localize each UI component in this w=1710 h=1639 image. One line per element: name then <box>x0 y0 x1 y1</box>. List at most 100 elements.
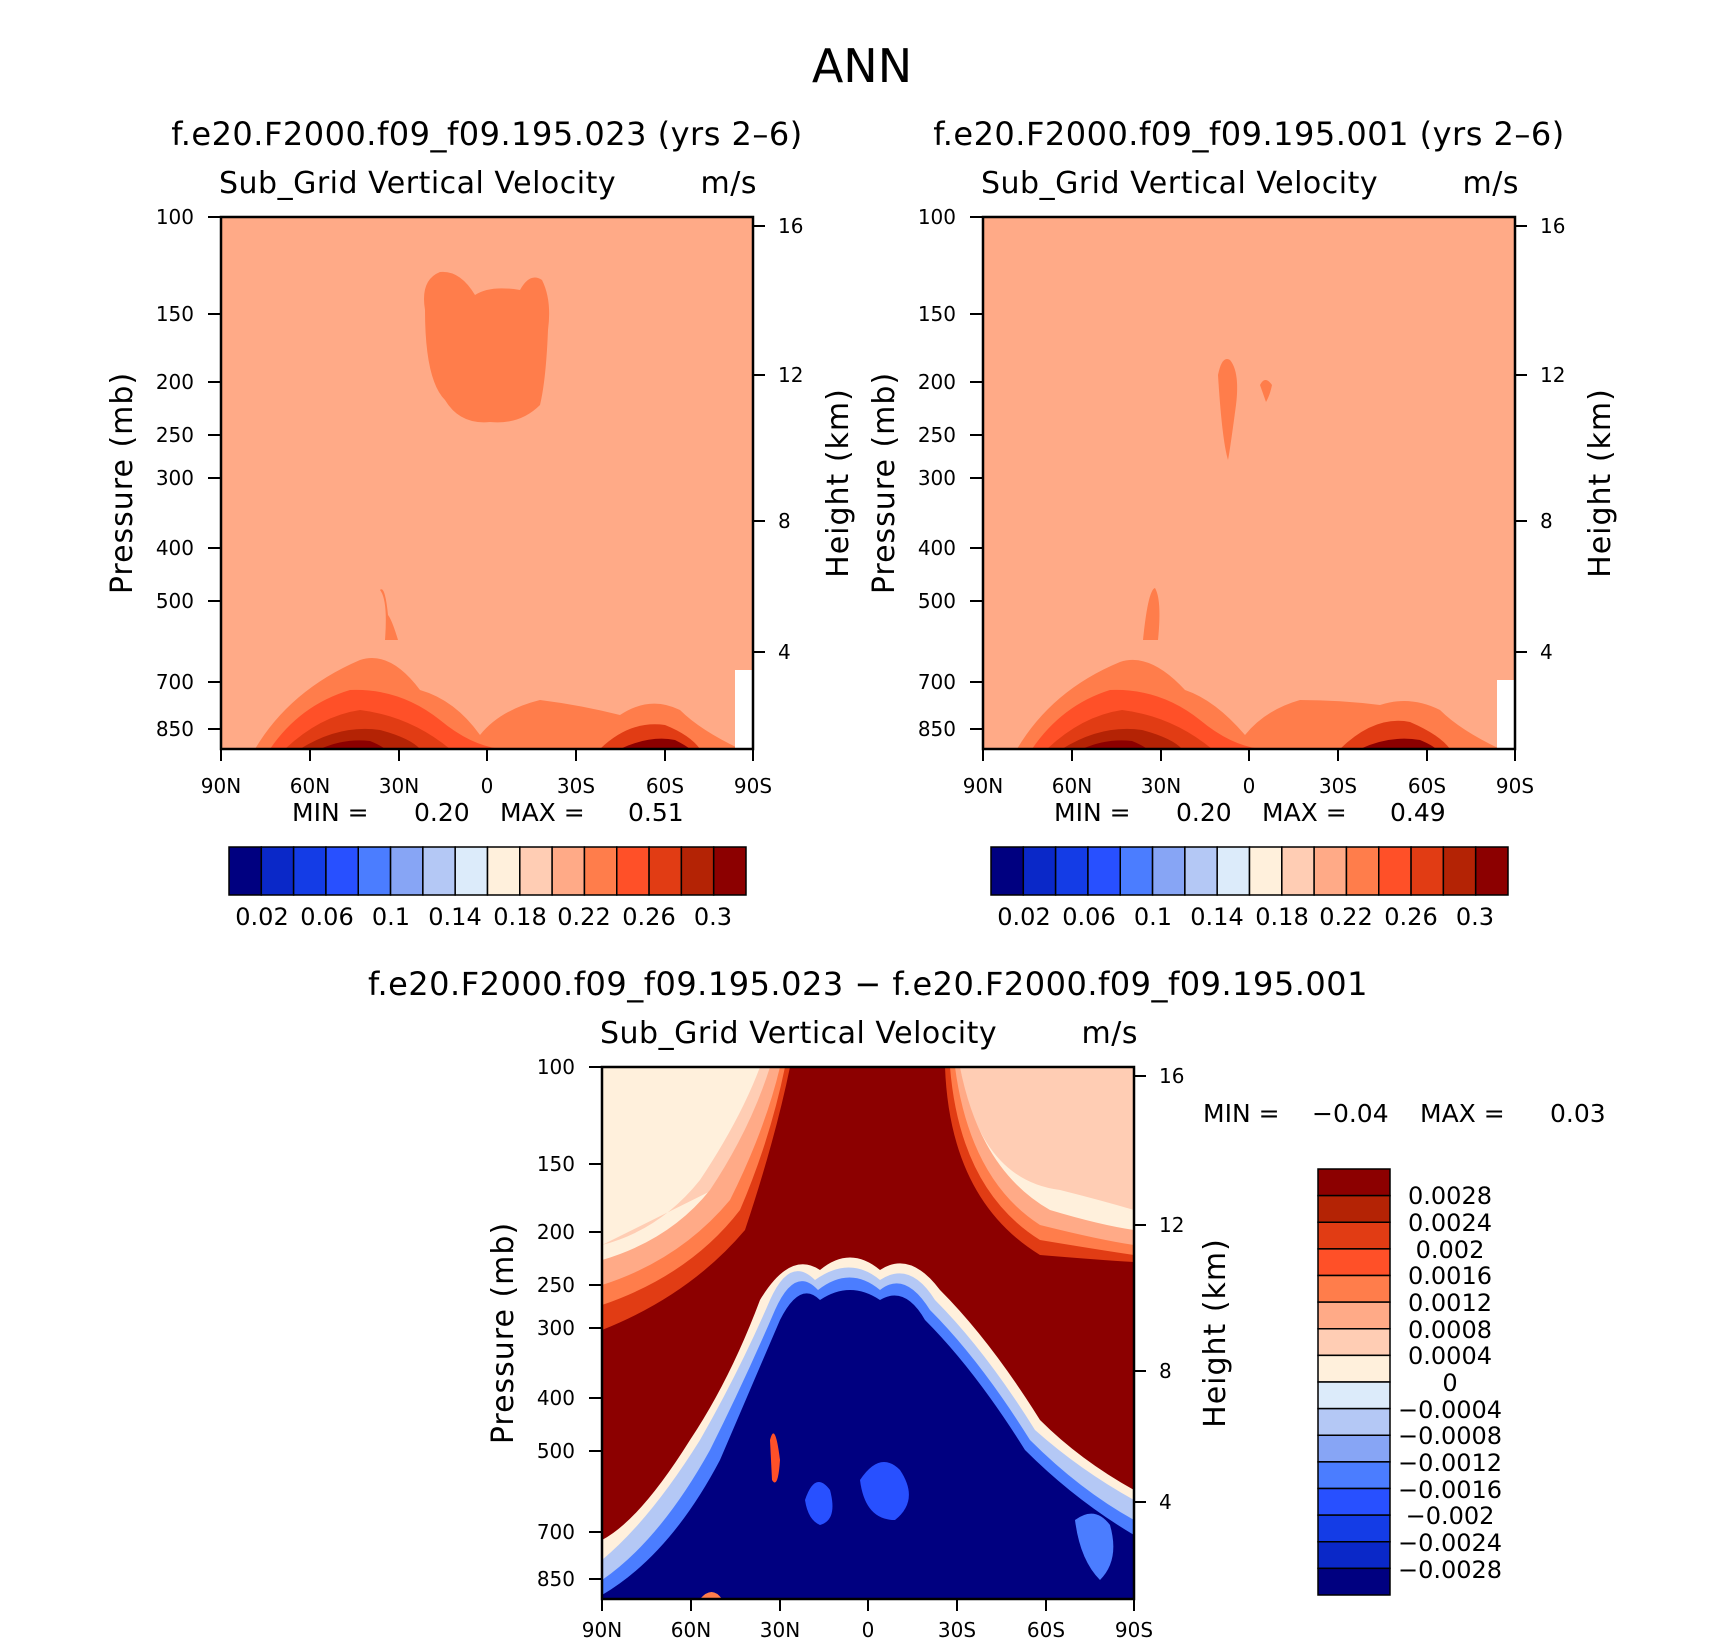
ytick-right-label: 4 <box>1159 1490 1172 1514</box>
ytick-label: 150 <box>537 1152 575 1176</box>
colorbar-label: 0.22 <box>557 903 610 931</box>
ytick-label: 200 <box>156 370 194 394</box>
max-label: MAX = <box>1262 798 1347 827</box>
min-value: −0.04 <box>1312 1099 1389 1128</box>
panel-diff-ylabel: Pressure (mb) <box>486 1222 521 1444</box>
panel-a-left-axis: 100 150 200 250 300 400 500 700 850 Pres… <box>105 205 221 741</box>
colorbar-swatch <box>583 846 618 896</box>
ytick-label: 100 <box>918 205 956 229</box>
colorbar-label: 0.06 <box>300 903 353 931</box>
panel-a-title: f.e20.F2000.f09_f09.195.023 (yrs 2–6) <box>171 115 802 153</box>
colorbar-label: −0.0012 <box>1398 1449 1502 1477</box>
panel-diff-ylabel-right: Height (km) <box>1198 1238 1233 1428</box>
xtick-label: 30N <box>379 774 419 798</box>
colorbar-swatch <box>1317 1434 1391 1463</box>
max-value: 0.49 <box>1390 798 1446 827</box>
min-label: MIN = <box>1054 798 1131 827</box>
colorbar-swatch <box>1317 1194 1391 1223</box>
colorbar-swatch <box>616 846 650 896</box>
colorbar-swatch <box>1248 846 1283 896</box>
xtick-label: 60S <box>1408 774 1446 798</box>
ytick-label: 250 <box>156 423 194 447</box>
ytick-label: 200 <box>537 1220 575 1244</box>
ytick-label: 850 <box>156 717 194 741</box>
xtick-label: 30S <box>1319 774 1357 798</box>
colorbar-label: 0.06 <box>1062 903 1115 931</box>
panel-a-minmax: MIN = 0.20 MAX = 0.51 <box>292 798 684 827</box>
panel-a-plume <box>380 589 398 640</box>
colorbar-swatch <box>1317 1328 1391 1357</box>
colorbar-swatch <box>1317 1301 1391 1330</box>
panel-a-missing-region <box>735 670 753 749</box>
panel-a-units: m/s <box>701 166 757 201</box>
colorbar-label: 0.0024 <box>1408 1209 1492 1237</box>
colorbar-swatch <box>712 846 747 896</box>
colorbar-swatch <box>1087 846 1121 896</box>
panel-diff-colorbar-labels: 0.0028 0.0024 0.002 0.0016 0.0012 0.0008… <box>1398 1182 1502 1584</box>
xtick-label: 30N <box>760 1618 800 1639</box>
ytick-label: 300 <box>918 466 956 490</box>
colorbar-swatch <box>1317 1248 1391 1277</box>
ytick-right-label: 4 <box>1540 640 1553 664</box>
max-value: 0.51 <box>628 798 684 827</box>
colorbar-swatch <box>1281 846 1315 896</box>
xtick-label: 60S <box>646 774 684 798</box>
ytick-label: 250 <box>918 423 956 447</box>
panel-b-field <box>983 217 1515 749</box>
panel-diff-title: f.e20.F2000.f09_f09.195.023 − f.e20.F200… <box>368 965 1368 1003</box>
panel-a: f.e20.F2000.f09_f09.195.023 (yrs 2–6) Su… <box>105 115 856 931</box>
colorbar-swatch <box>519 846 553 896</box>
colorbar-swatch <box>1317 1461 1391 1490</box>
panel-b-right-axis: 16 12 8 4 Height (km) <box>1515 214 1618 664</box>
diff-band-light-1 <box>602 1067 1134 1245</box>
panel-b-variable: Sub_Grid Vertical Velocity <box>981 166 1378 201</box>
ytick-label: 500 <box>918 589 956 613</box>
colorbar-label: 0.14 <box>428 903 481 931</box>
colorbar-swatch <box>1119 846 1154 896</box>
xtick-label: 90N <box>201 774 241 798</box>
colorbar-swatch <box>1410 846 1445 896</box>
ytick-label: 150 <box>156 302 194 326</box>
ytick-right-label: 8 <box>778 509 791 533</box>
ytick-right-label: 12 <box>1159 1213 1184 1237</box>
colorbar-label: 0.1 <box>372 903 410 931</box>
colorbar-swatch <box>389 846 424 896</box>
colorbar-swatch <box>422 846 456 896</box>
ytick-label: 400 <box>156 536 194 560</box>
colorbar-label: 0.22 <box>1319 903 1372 931</box>
ytick-right-label: 16 <box>1159 1064 1184 1088</box>
panel-diff-left-axis: 100 150 200 250 300 400 500 700 850 Pres… <box>486 1055 602 1591</box>
colorbar-label: 0.1 <box>1134 903 1172 931</box>
panel-a-colorbar <box>228 846 747 896</box>
colorbar-label: 0.0016 <box>1408 1262 1492 1290</box>
xtick-label: 60N <box>671 1618 711 1639</box>
colorbar-swatch <box>1317 1274 1391 1303</box>
panel-a-south-core <box>620 738 690 749</box>
max-value: 0.03 <box>1550 1099 1606 1128</box>
ytick-label: 100 <box>156 205 194 229</box>
min-label: MIN = <box>292 798 369 827</box>
panel-a-ylabel-right: Height (km) <box>821 388 856 578</box>
xtick-label: 60N <box>290 774 330 798</box>
max-label: MAX = <box>500 798 585 827</box>
colorbar-label: 0.26 <box>622 903 675 931</box>
ytick-label: 200 <box>918 370 956 394</box>
colorbar-swatch <box>228 846 263 896</box>
colorbar-label: −0.0008 <box>1398 1422 1502 1450</box>
ytick-label: 300 <box>537 1316 575 1340</box>
panel-a-ylabel: Pressure (mb) <box>105 372 140 594</box>
ytick-right-label: 12 <box>778 363 803 387</box>
ytick-right-label: 4 <box>778 640 791 664</box>
min-value: 0.20 <box>1176 798 1232 827</box>
panel-b-upper-blob <box>1218 359 1238 460</box>
panel-diff-right-axis: 16 12 8 4 Height (km) <box>1134 1064 1233 1514</box>
colorbar-label: 0.0028 <box>1408 1182 1492 1210</box>
colorbar-label: 0.3 <box>1456 903 1494 931</box>
ytick-label: 850 <box>918 717 956 741</box>
panel-b-left-axis: 100 150 200 250 300 400 500 700 850 Pres… <box>867 205 983 741</box>
xtick-label: 60N <box>1052 774 1092 798</box>
ytick-label: 250 <box>537 1273 575 1297</box>
ytick-right-label: 8 <box>1159 1359 1172 1383</box>
ytick-label: 150 <box>918 302 956 326</box>
colorbar-swatch <box>551 846 586 896</box>
